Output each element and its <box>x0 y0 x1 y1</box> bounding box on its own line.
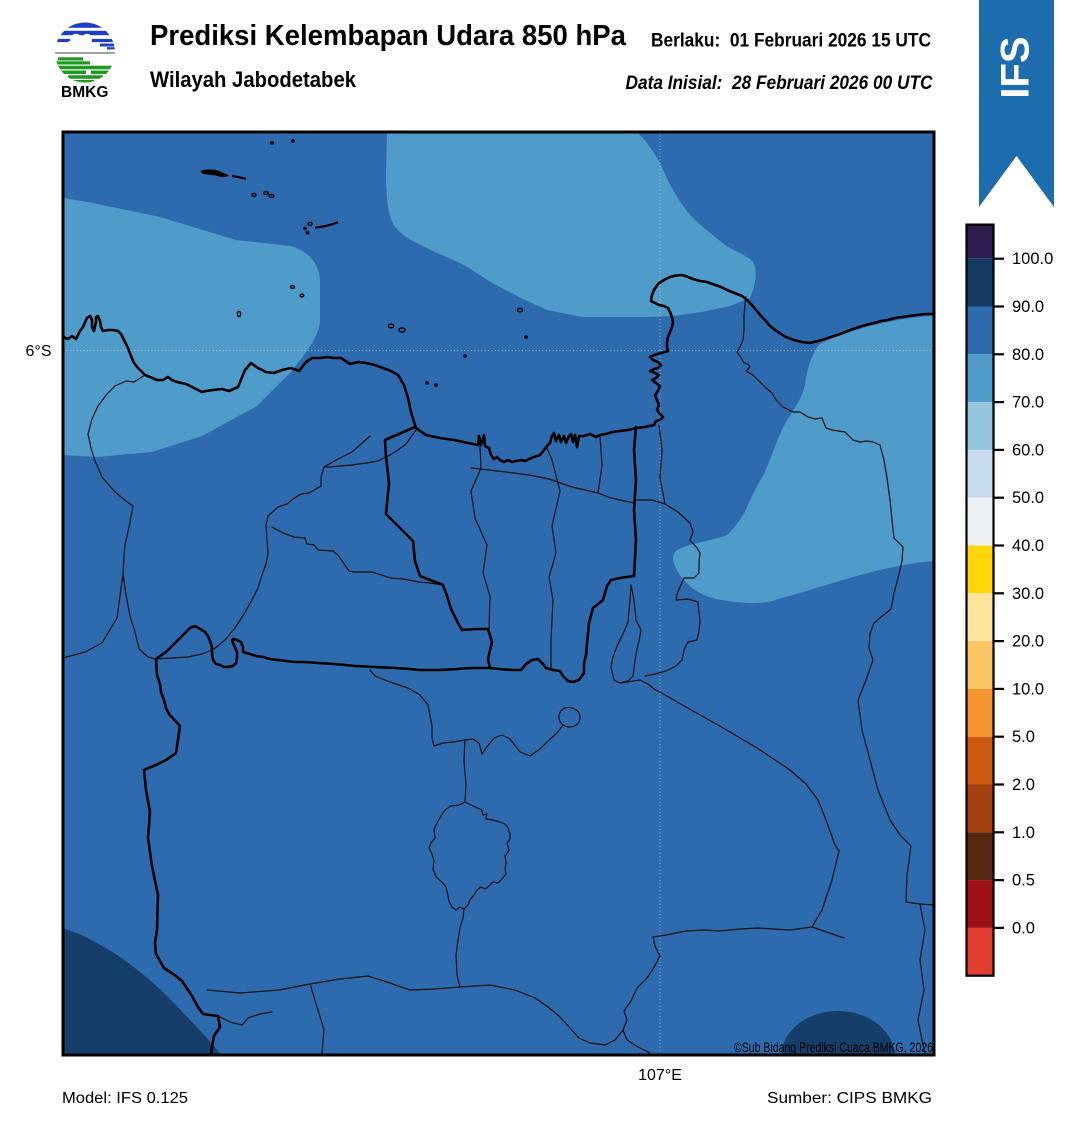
svg-text:Berlaku: 01 Februari 2026 15: Berlaku: 01 Februari 2026 15 UTC <box>651 31 931 52</box>
svg-text:BMKG: BMKG <box>61 84 108 101</box>
svg-text:30.0: 30.0 <box>1012 585 1044 603</box>
svg-text:2.0: 2.0 <box>1012 776 1035 794</box>
svg-text:90.0: 90.0 <box>1012 298 1044 316</box>
svg-text:50.0: 50.0 <box>1012 489 1044 507</box>
svg-text:107°E: 107°E <box>638 1067 682 1084</box>
svg-text:40.0: 40.0 <box>1012 537 1044 555</box>
svg-text:10.0: 10.0 <box>1012 680 1044 698</box>
svg-text:100.0: 100.0 <box>1012 250 1053 268</box>
svg-text:Wilayah Jabodetabek: Wilayah Jabodetabek <box>150 67 356 92</box>
svg-text:0.5: 0.5 <box>1012 872 1035 890</box>
svg-text:Data Inisial: 28 Februari 202: Data Inisial: 28 Februari 2026 00 UTC <box>626 73 933 94</box>
svg-text:1.0: 1.0 <box>1012 824 1035 842</box>
svg-text:Sumber: CIPS BMKG: Sumber: CIPS BMKG <box>767 1090 932 1107</box>
svg-text:©Sub Bidang Prediksi Cuaca BMK: ©Sub Bidang Prediksi Cuaca BMKG, 2026 <box>734 1040 933 1055</box>
svg-text:Model: IFS 0.125: Model: IFS 0.125 <box>62 1090 188 1107</box>
svg-text:IFS: IFS <box>994 36 1038 98</box>
svg-text:Prediksi Kelembapan Udara 850: Prediksi Kelembapan Udara 850 hPa <box>150 20 627 52</box>
svg-text:60.0: 60.0 <box>1012 441 1044 459</box>
svg-text:0.0: 0.0 <box>1012 919 1035 937</box>
svg-text:6°S: 6°S <box>26 343 52 360</box>
svg-text:5.0: 5.0 <box>1012 728 1035 746</box>
svg-text:70.0: 70.0 <box>1012 394 1044 412</box>
svg-text:20.0: 20.0 <box>1012 633 1044 651</box>
svg-text:80.0: 80.0 <box>1012 346 1044 364</box>
